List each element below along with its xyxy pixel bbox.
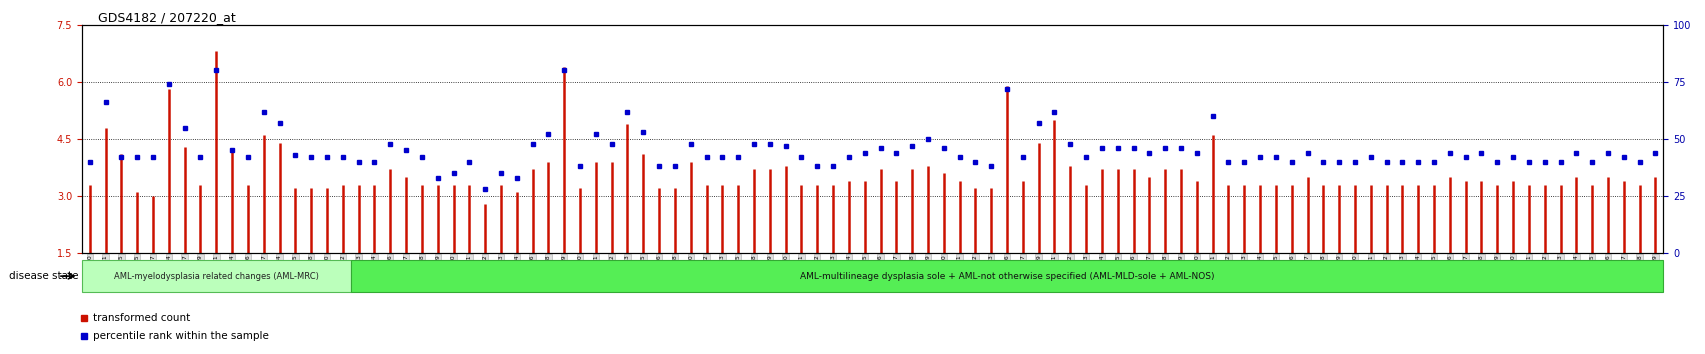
Text: GDS4182 / 207220_at: GDS4182 / 207220_at (97, 11, 235, 24)
Text: transformed count: transformed count (94, 313, 191, 323)
Text: AML-myelodysplasia related changes (AML-MRC): AML-myelodysplasia related changes (AML-… (114, 272, 319, 281)
Bar (82, 260, 351, 292)
Text: percentile rank within the sample: percentile rank within the sample (94, 331, 269, 341)
Text: AML-multilineage dysplasia sole + AML-not otherwise specified (AML-MLD-sole + AM: AML-multilineage dysplasia sole + AML-no… (800, 272, 1214, 281)
Text: disease state: disease state (9, 271, 78, 281)
Bar (351, 260, 1662, 292)
